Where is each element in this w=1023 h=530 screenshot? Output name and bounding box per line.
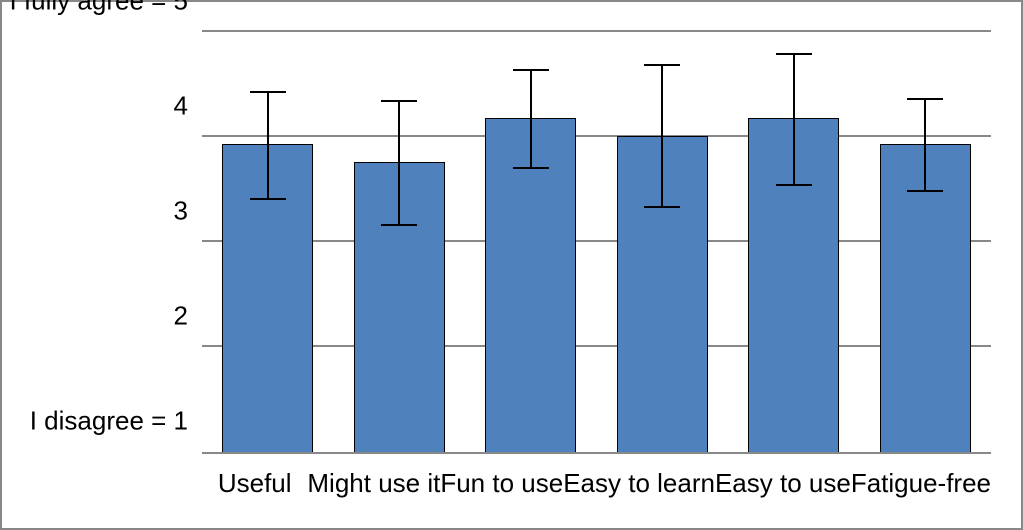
bar-slot bbox=[334, 32, 466, 452]
bars-container bbox=[202, 32, 991, 452]
error-cap-bottom bbox=[776, 184, 812, 186]
y-tick-label: I disagree = 1 bbox=[30, 406, 188, 437]
x-tick-label: Easy to learn bbox=[563, 458, 715, 528]
error-cap-bottom bbox=[250, 198, 286, 200]
error-bar bbox=[530, 71, 532, 169]
error-cap-bottom bbox=[513, 167, 549, 169]
error-cap-top bbox=[513, 69, 549, 71]
error-bar bbox=[398, 102, 400, 226]
error-cap-top bbox=[644, 64, 680, 66]
error-cap-top bbox=[907, 98, 943, 100]
error-bar bbox=[924, 100, 926, 191]
error-cap-top bbox=[250, 91, 286, 93]
bar-slot bbox=[202, 32, 334, 452]
error-cap-bottom bbox=[644, 206, 680, 208]
chart-frame: I disagree = 1234I fully agree = 5 Usefu… bbox=[0, 0, 1023, 530]
y-tick-label: 3 bbox=[174, 196, 188, 227]
error-bar bbox=[661, 66, 663, 209]
bar-slot bbox=[728, 32, 860, 452]
error-bar bbox=[267, 93, 269, 200]
bar-slot bbox=[860, 32, 992, 452]
x-tick-label: Easy to use bbox=[715, 458, 851, 528]
y-tick-label: I fully agree = 5 bbox=[10, 0, 189, 17]
error-cap-top bbox=[381, 100, 417, 102]
x-axis-labels: UsefulMight use itFun to useEasy to lear… bbox=[202, 458, 991, 528]
bar-slot bbox=[597, 32, 729, 452]
error-cap-top bbox=[776, 53, 812, 55]
x-tick-label: Might use it bbox=[307, 458, 440, 528]
error-cap-bottom bbox=[907, 190, 943, 192]
error-cap-bottom bbox=[381, 224, 417, 226]
y-tick-label: 2 bbox=[174, 301, 188, 332]
x-tick-label: Fun to use bbox=[440, 458, 563, 528]
y-tick-label: 4 bbox=[174, 91, 188, 122]
x-tick-label: Useful bbox=[202, 458, 307, 528]
bar-slot bbox=[465, 32, 597, 452]
plot-area: I disagree = 1234I fully agree = 5 bbox=[202, 32, 991, 454]
error-bar bbox=[793, 55, 795, 186]
x-tick-label: Fatigue-free bbox=[851, 458, 991, 528]
